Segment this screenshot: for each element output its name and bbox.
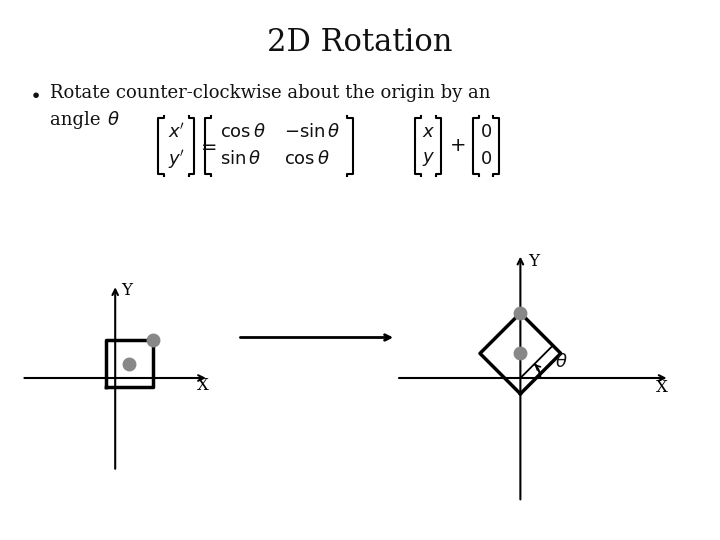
Text: $0$: $0$: [480, 150, 492, 168]
Text: $y$: $y$: [422, 150, 435, 168]
Text: $=$: $=$: [197, 137, 217, 155]
Text: $0$: $0$: [480, 123, 492, 141]
Text: angle: angle: [50, 111, 107, 129]
Text: $-\sin\theta$: $-\sin\theta$: [284, 123, 341, 141]
Text: X: X: [656, 379, 668, 396]
Text: $\theta$: $\theta$: [554, 353, 567, 371]
Text: Rotate counter-clockwise about the origin by an: Rotate counter-clockwise about the origi…: [50, 84, 491, 102]
Text: $x$: $x$: [422, 123, 435, 141]
Text: 2D Rotation: 2D Rotation: [267, 27, 453, 58]
Text: $y'$: $y'$: [168, 148, 185, 171]
Text: X: X: [197, 377, 209, 394]
Text: $\cos\theta$: $\cos\theta$: [220, 123, 266, 141]
Text: Y: Y: [121, 282, 132, 299]
Text: Y: Y: [528, 253, 539, 270]
Text: $\sin\theta$: $\sin\theta$: [220, 150, 261, 168]
Text: $\bullet$: $\bullet$: [29, 84, 40, 103]
Text: $+$: $+$: [449, 137, 465, 155]
Text: $x'$: $x'$: [168, 123, 185, 142]
Text: $\theta$: $\theta$: [107, 111, 120, 129]
Text: $\cos\theta$: $\cos\theta$: [284, 150, 330, 168]
